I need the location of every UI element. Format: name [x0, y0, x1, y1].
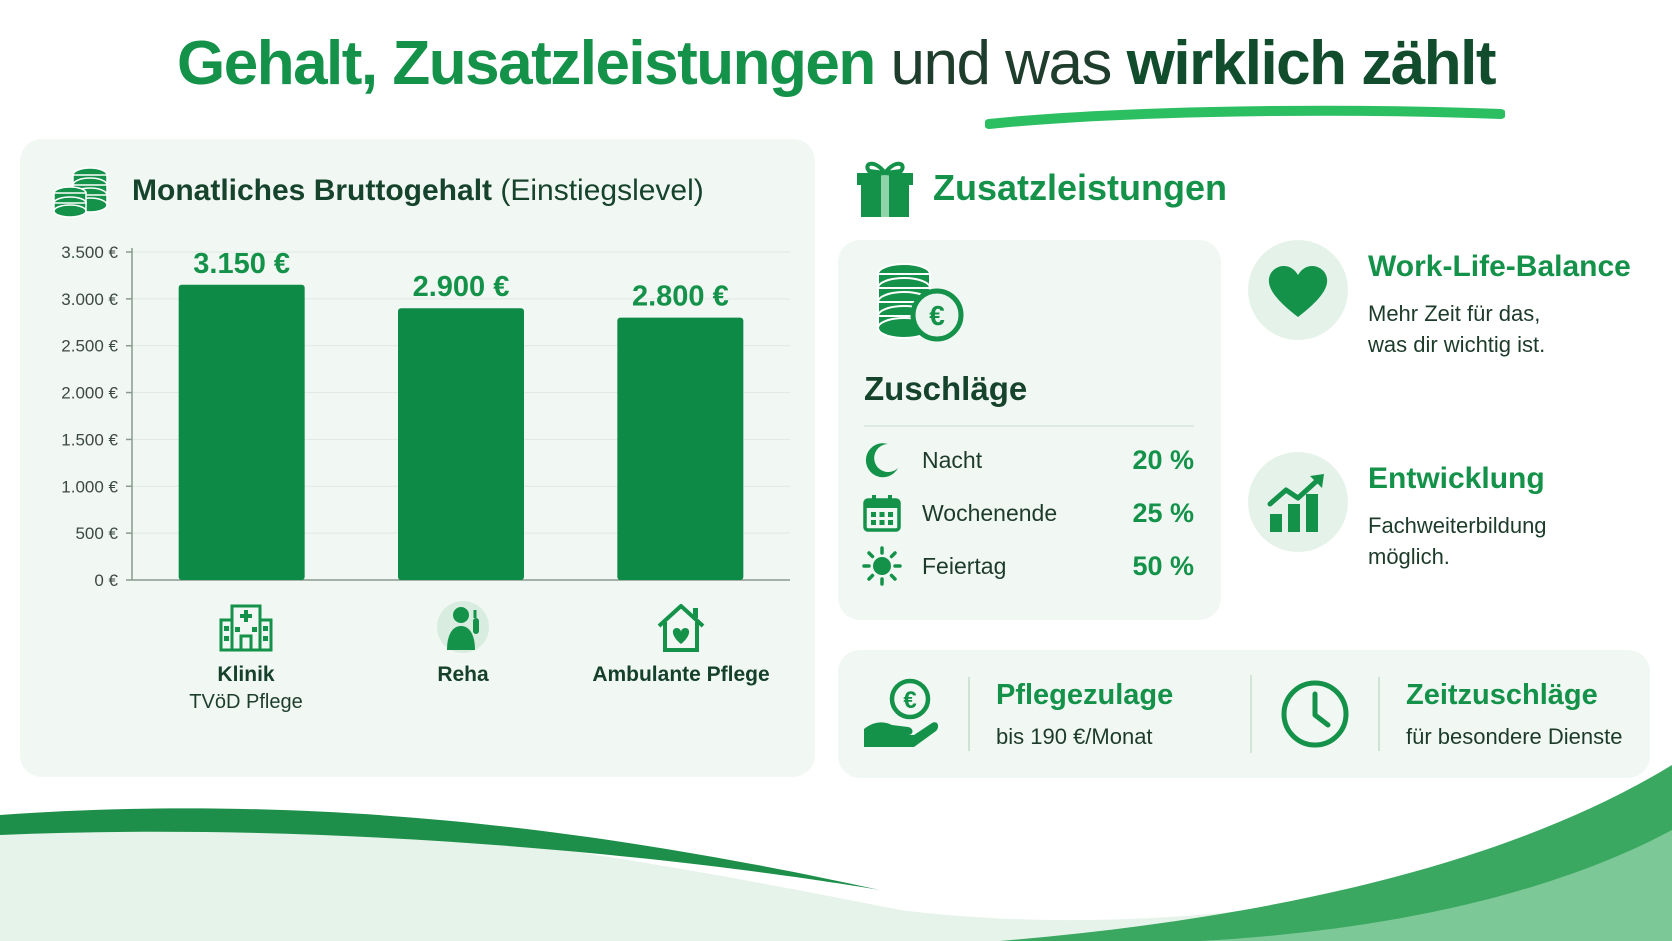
zuschlag-label: Wochenende: [922, 499, 1058, 526]
hand-euro-icon: €: [864, 678, 939, 747]
zusatzleistungen-title: Zusatzleistungen: [933, 167, 1228, 208]
category-sublabel: TVöD Pflege: [189, 691, 303, 713]
zuschlag-value: 25 %: [1132, 497, 1194, 528]
zuschlag-label: Feiertag: [922, 552, 1007, 579]
category-reha: Reha: [343, 600, 583, 687]
svg-text:€: €: [929, 300, 945, 331]
chart-title-rest: (Einstiegslevel): [500, 174, 704, 207]
coins-stack-icon: [53, 167, 108, 218]
zuschlag-value: 50 %: [1132, 550, 1194, 581]
category-ambulante-pflege: Ambulante Pflege: [561, 600, 801, 687]
bar: [178, 284, 305, 580]
feature-work-life-balance: Work-Life-Balance Mehr Zeit für das, was…: [1248, 240, 1631, 360]
calendar-icon: [863, 495, 901, 532]
bar: [617, 317, 744, 580]
category-label: Ambulante Pflege: [592, 663, 770, 686]
title-part-dark: wirklich zählt: [1126, 29, 1497, 98]
salary-bar-chart: 0 € 500 € 1.000 € 1.500 € 2.000 € 2.500 € 3.00…: [61, 243, 790, 590]
nurse-icon: [437, 601, 489, 653]
y-tick-label: 3.000 €: [61, 290, 118, 309]
title-part-green: Gehalt, Zusatzleistungen: [176, 29, 876, 98]
category-label: Klinik: [217, 663, 275, 686]
y-tick-label: 500 €: [75, 524, 118, 543]
feature-icon-circle: [1248, 240, 1348, 340]
home-heart-icon: [657, 604, 705, 652]
y-tick-label: 2.500 €: [61, 337, 118, 356]
bottom-card-divider: [1250, 675, 1252, 753]
heart-icon: [1268, 265, 1328, 317]
bar-value-label: 2.900 €: [413, 271, 510, 303]
title-underline-swoosh: [985, 105, 1505, 129]
bottom-benefits-card: [838, 650, 1650, 778]
bar: [398, 308, 524, 580]
zuschlag-value: 20 %: [1132, 444, 1194, 475]
feature-desc: Mehr Zeit für das, was dir wichtig ist.: [1368, 301, 1546, 357]
y-tick-label: 3.500 €: [61, 243, 118, 262]
decorative-waves: [0, 765, 1672, 941]
growth-chart-icon: [1267, 474, 1324, 532]
y-tick-label: 1.000 €: [61, 477, 118, 496]
feature-title: Work-Life-Balance: [1368, 250, 1631, 283]
sun-icon: [862, 546, 902, 586]
y-tick-label: 1.500 €: [61, 430, 118, 449]
gift-icon: [857, 161, 913, 217]
feature-title: Entwicklung: [1368, 462, 1545, 495]
page-title: Gehalt, Zusatzleistungen und was wirklic…: [0, 28, 1672, 99]
benefit-divider: [1378, 677, 1380, 751]
coins-euro-icon: €: [877, 263, 964, 342]
benefit-pflegezulage: € Pflegezulage bis 190 €/Monat: [862, 650, 1173, 778]
y-tick-label: 0 €: [94, 571, 118, 590]
bar-value-label: 2.800 €: [632, 281, 729, 313]
category-klinik: Klinik TVöD Pflege: [126, 600, 366, 714]
zuschlag-label: Nacht: [922, 446, 983, 473]
benefit-title: Zeitzuschläge: [1406, 678, 1598, 711]
category-label: Reha: [437, 663, 489, 686]
benefit-desc: für besondere Dienste: [1406, 723, 1623, 749]
clock-icon: [1281, 680, 1349, 748]
chart-title-strong: Monatliches Bruttogehalt: [132, 174, 493, 207]
chart-header: Monatliches Bruttogehalt (Einstiegslevel…: [52, 163, 704, 219]
zuschlaege-title: Zuschläge: [864, 370, 1028, 407]
zusatzleistungen-header: Zusatzleistungen: [855, 157, 1227, 219]
benefit-desc: bis 190 €/Monat: [996, 723, 1153, 749]
zuschlag-row-nacht: Nacht 20 %: [862, 438, 1194, 482]
feature-entwicklung: Entwicklung Fachweiterbildung möglich.: [1248, 452, 1547, 572]
y-tick-label: 2.000 €: [61, 384, 118, 403]
title-part-plain: und was: [890, 29, 1113, 98]
benefit-zeitzuschlaege: Zeitzuschläge für besondere Dienste: [1280, 650, 1622, 778]
chart-title: Monatliches Bruttogehalt (Einstiegslevel…: [132, 174, 704, 208]
benefit-title: Pflegezulage: [996, 678, 1174, 711]
zuschlag-row-wochenende: Wochenende 25 %: [862, 491, 1194, 535]
feature-desc: Fachweiterbildung möglich.: [1368, 513, 1547, 569]
feature-icon-circle: [1248, 452, 1348, 552]
benefit-divider: [968, 677, 970, 751]
hospital-icon: [219, 604, 273, 652]
svg-text:€: €: [903, 687, 916, 714]
zuschlag-row-feiertag: Feiertag 50 %: [862, 544, 1194, 588]
moon-icon: [865, 443, 898, 478]
bar-value-label: 3.150 €: [193, 248, 290, 280]
zuschlaege-divider: [864, 425, 1194, 427]
